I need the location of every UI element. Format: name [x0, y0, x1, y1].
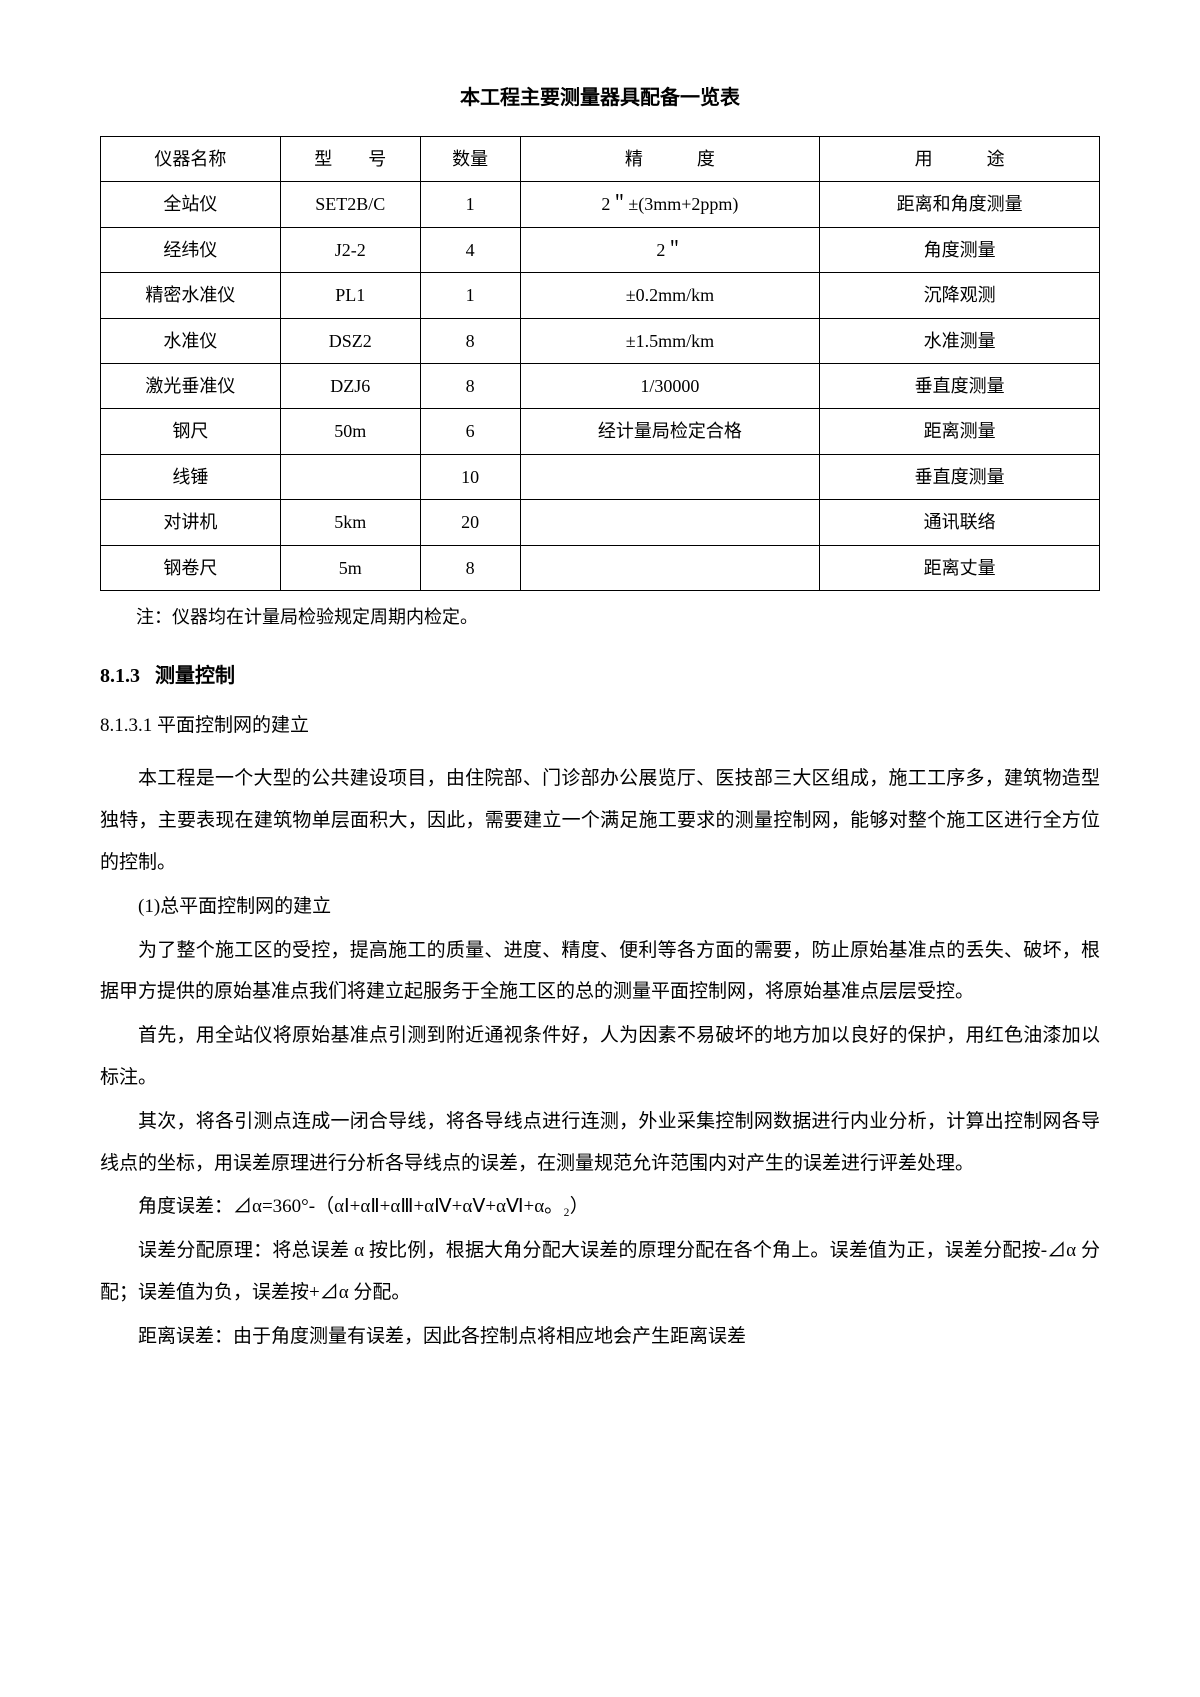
- cell: 通讯联络: [820, 500, 1100, 545]
- table-row: 对讲机 5km 20 通讯联络: [101, 500, 1100, 545]
- sub-heading: 8.1.3.1 平面控制网的建立: [100, 709, 1100, 743]
- cell: DZJ6: [280, 363, 420, 408]
- cell: 20: [420, 500, 520, 545]
- paragraph: (1)总平面控制网的建立: [100, 886, 1100, 928]
- section-heading: 8.1.3 测量控制: [100, 658, 1100, 694]
- paragraph: 本工程是一个大型的公共建设项目，由住院部、门诊部办公展览厅、医技部三大区组成，施…: [100, 758, 1100, 883]
- table-note: 注：仪器均在计量局检验规定周期内检定。: [100, 601, 1100, 633]
- cell: 距离和角度测量: [820, 182, 1100, 227]
- cell: 水准仪: [101, 318, 281, 363]
- table-row: 激光垂准仪 DZJ6 8 1/30000 垂直度测量: [101, 363, 1100, 408]
- cell: 2＂±(3mm+2ppm): [520, 182, 820, 227]
- cell: 经纬仪: [101, 227, 281, 272]
- cell: 经计量局检定合格: [520, 409, 820, 454]
- paragraph: 首先，用全站仪将原始基准点引测到附近通视条件好，人为因素不易破坏的地方加以良好的…: [100, 1015, 1100, 1099]
- cell: [520, 454, 820, 499]
- cell: 4: [420, 227, 520, 272]
- cell: 1: [420, 273, 520, 318]
- cell: 2＂: [520, 227, 820, 272]
- cell: 全站仪: [101, 182, 281, 227]
- cell: 8: [420, 545, 520, 590]
- table-row: 钢卷尺 5m 8 距离丈量: [101, 545, 1100, 590]
- cell: 距离测量: [820, 409, 1100, 454]
- cell: 5km: [280, 500, 420, 545]
- cell: 10: [420, 454, 520, 499]
- paragraph: 误差分配原理：将总误差 α 按比例，根据大角分配大误差的原理分配在各个角上。误差…: [100, 1230, 1100, 1314]
- cell: 距离丈量: [820, 545, 1100, 590]
- table-row: 精密水准仪 PL1 1 ±0.2mm/km 沉降观测: [101, 273, 1100, 318]
- cell: 钢卷尺: [101, 545, 281, 590]
- paragraph: 其次，将各引测点连成一闭合导线，将各导线点进行连测，外业采集控制网数据进行内业分…: [100, 1101, 1100, 1185]
- header-qty: 数量: [420, 137, 520, 182]
- cell: 垂直度测量: [820, 363, 1100, 408]
- cell: 角度测量: [820, 227, 1100, 272]
- cell: 垂直度测量: [820, 454, 1100, 499]
- cell: 线锤: [101, 454, 281, 499]
- table-row: 经纬仪 J2-2 4 2＂ 角度测量: [101, 227, 1100, 272]
- cell: ±0.2mm/km: [520, 273, 820, 318]
- cell: ±1.5mm/km: [520, 318, 820, 363]
- cell: 钢尺: [101, 409, 281, 454]
- cell: 1/30000: [520, 363, 820, 408]
- header-precision: 精 度: [520, 137, 820, 182]
- cell: 6: [420, 409, 520, 454]
- formula: 角度误差：⊿α=360°-（αⅠ+αⅡ+αⅢ+αⅣ+αⅤ+αⅥ+α。₂）: [100, 1186, 1100, 1228]
- cell: SET2B/C: [280, 182, 420, 227]
- table-header-row: 仪器名称 型 号 数量 精 度 用 途: [101, 137, 1100, 182]
- paragraph: 距离误差：由于角度测量有误差，因此各控制点将相应地会产生距离误差: [100, 1316, 1100, 1358]
- header-use: 用 途: [820, 137, 1100, 182]
- cell: [520, 500, 820, 545]
- cell: [280, 454, 420, 499]
- cell: 沉降观测: [820, 273, 1100, 318]
- cell: 水准测量: [820, 318, 1100, 363]
- cell: 5m: [280, 545, 420, 590]
- table-row: 全站仪 SET2B/C 1 2＂±(3mm+2ppm) 距离和角度测量: [101, 182, 1100, 227]
- header-name: 仪器名称: [101, 137, 281, 182]
- table-row: 水准仪 DSZ2 8 ±1.5mm/km 水准测量: [101, 318, 1100, 363]
- table-title: 本工程主要测量器具配备一览表: [100, 80, 1100, 116]
- cell: 对讲机: [101, 500, 281, 545]
- paragraph: 为了整个施工区的受控，提高施工的质量、进度、精度、便利等各方面的需要，防止原始基…: [100, 930, 1100, 1014]
- equipment-table: 仪器名称 型 号 数量 精 度 用 途 全站仪 SET2B/C 1 2＂±(3m…: [100, 136, 1100, 591]
- section-title: 测量控制: [155, 665, 235, 687]
- header-model: 型 号: [280, 137, 420, 182]
- cell: 8: [420, 363, 520, 408]
- table-row: 钢尺 50m 6 经计量局检定合格 距离测量: [101, 409, 1100, 454]
- cell: DSZ2: [280, 318, 420, 363]
- cell: 激光垂准仪: [101, 363, 281, 408]
- table-row: 线锤 10 垂直度测量: [101, 454, 1100, 499]
- cell: 1: [420, 182, 520, 227]
- cell: J2-2: [280, 227, 420, 272]
- cell: 精密水准仪: [101, 273, 281, 318]
- cell: PL1: [280, 273, 420, 318]
- cell: 50m: [280, 409, 420, 454]
- cell: 8: [420, 318, 520, 363]
- cell: [520, 545, 820, 590]
- section-number: 8.1.3: [100, 665, 140, 687]
